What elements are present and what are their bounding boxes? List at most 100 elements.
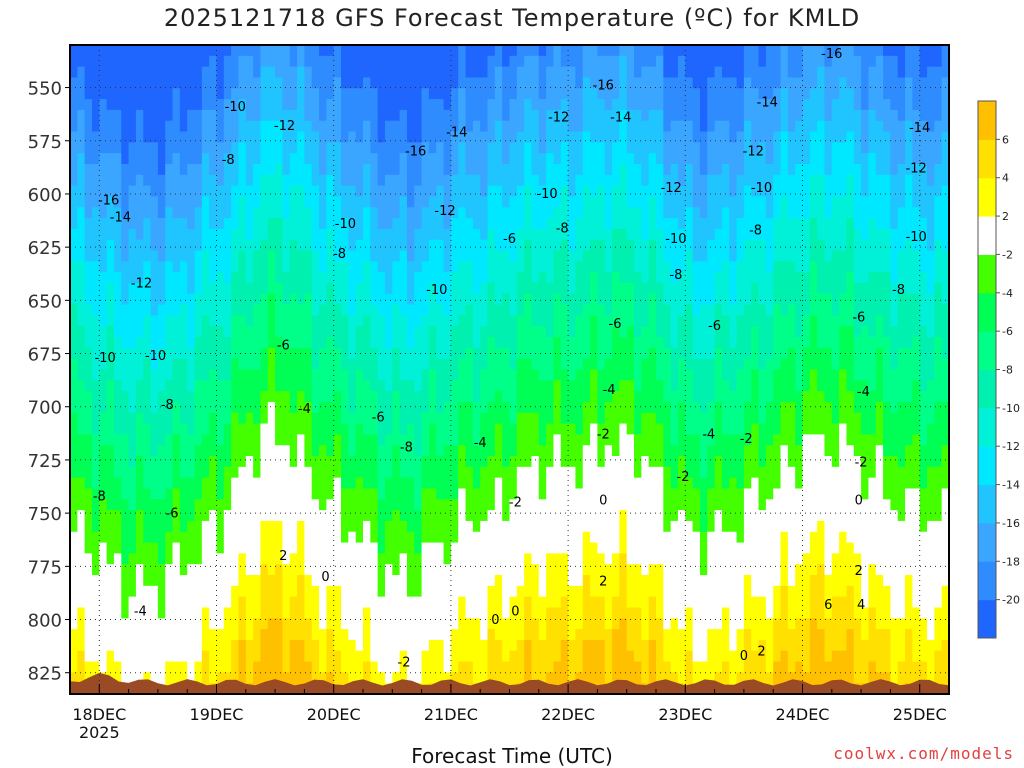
temperature-cell	[443, 272, 452, 284]
temperature-cell	[516, 55, 525, 68]
temperature-cell	[656, 607, 664, 619]
temperature-cell	[414, 477, 423, 490]
temperature-cell	[656, 596, 664, 609]
temperature-cell	[113, 585, 122, 598]
temperature-cell	[297, 326, 305, 338]
temperature-cell	[524, 109, 533, 122]
temperature-cell	[275, 261, 284, 273]
temperature-cell	[113, 650, 122, 663]
temperature-cell	[399, 196, 408, 208]
temperature-cell	[436, 282, 445, 295]
temperature-cell	[590, 99, 598, 111]
temperature-cell	[121, 261, 130, 273]
temperature-cell	[275, 434, 284, 446]
temperature-cell	[311, 272, 320, 284]
temperature-cell	[113, 293, 122, 306]
temperature-cell	[524, 466, 533, 479]
temperature-cell	[231, 185, 240, 198]
temperature-cell	[509, 445, 518, 457]
temperature-cell	[502, 66, 511, 79]
temperature-cell	[634, 672, 642, 684]
temperature-cell	[121, 337, 130, 349]
temperature-cell	[128, 228, 137, 241]
temperature-cell	[472, 228, 481, 241]
temperature-cell	[157, 153, 166, 165]
temperature-cell	[399, 401, 408, 414]
temperature-cell	[414, 99, 423, 111]
temperature-cell	[384, 629, 393, 641]
temperature-cell	[641, 369, 650, 381]
temperature-cell	[297, 672, 305, 684]
temperature-cell	[421, 77, 430, 89]
temperature-cell	[289, 55, 298, 68]
temperature-cell	[84, 596, 93, 609]
temperature-cell	[70, 358, 78, 371]
temperature-cell	[370, 77, 379, 89]
temperature-cell	[392, 607, 401, 619]
temperature-cell	[428, 282, 437, 295]
temperature-cell	[472, 337, 481, 349]
temperature-cell	[223, 185, 232, 198]
temperature-cell	[575, 131, 584, 143]
temperature-cell	[656, 531, 664, 544]
temperature-cell	[443, 218, 452, 230]
temperature-cell	[414, 282, 423, 295]
temperature-cell	[77, 542, 86, 554]
temperature-cell	[289, 445, 298, 457]
temperature-cell	[568, 239, 577, 252]
temperature-cell	[414, 77, 423, 89]
temperature-cell	[428, 456, 437, 468]
temperature-cell	[289, 553, 298, 565]
temperature-cell	[641, 510, 650, 522]
temperature-cell	[150, 250, 159, 262]
temperature-cell	[392, 347, 401, 360]
temperature-cell	[106, 607, 115, 619]
temperature-cell	[575, 477, 584, 490]
temperature-cell	[91, 45, 100, 57]
temperature-cell	[568, 196, 577, 208]
temperature-cell	[201, 585, 210, 598]
temperature-cell	[626, 639, 635, 652]
temperature-cell	[238, 412, 247, 425]
temperature-cell	[377, 109, 386, 122]
temperature-cell	[91, 510, 100, 522]
temperature-cell	[157, 510, 166, 522]
temperature-cell	[458, 423, 467, 435]
temperature-cell	[311, 163, 320, 176]
temperature-cell	[612, 380, 620, 392]
temperature-cell	[546, 401, 555, 414]
temperature-cell	[553, 109, 562, 122]
temperature-cell	[113, 391, 122, 403]
temperature-cell	[384, 369, 393, 381]
temperature-cell	[538, 261, 547, 273]
temperature-cell	[677, 196, 686, 208]
temperature-cell	[406, 109, 415, 122]
temperature-cell	[99, 629, 108, 641]
temperature-cell	[634, 369, 642, 381]
temperature-cell	[553, 88, 562, 100]
temperature-cell	[128, 174, 137, 187]
temperature-cell	[677, 153, 686, 165]
temperature-cell	[370, 585, 379, 598]
temperature-cell	[165, 207, 174, 219]
temperature-cell	[421, 326, 430, 338]
temperature-cell	[531, 585, 540, 598]
temperature-cell	[275, 661, 284, 673]
temperature-cell	[465, 174, 474, 187]
temperature-cell	[113, 239, 122, 252]
temperature-cell	[443, 250, 452, 262]
temperature-cell	[77, 250, 86, 262]
temperature-cell	[612, 575, 620, 587]
temperature-cell	[77, 358, 86, 371]
temperature-cell	[201, 315, 210, 327]
temperature-cell	[450, 163, 459, 176]
temperature-cell	[113, 477, 122, 490]
temperature-cell	[531, 596, 540, 609]
temperature-cell	[172, 218, 181, 230]
temperature-cell	[319, 218, 327, 230]
temperature-cell	[282, 553, 291, 565]
temperature-cell	[187, 55, 196, 68]
temperature-cell	[443, 412, 452, 425]
temperature-cell	[428, 401, 437, 414]
temperature-cell	[106, 401, 115, 414]
